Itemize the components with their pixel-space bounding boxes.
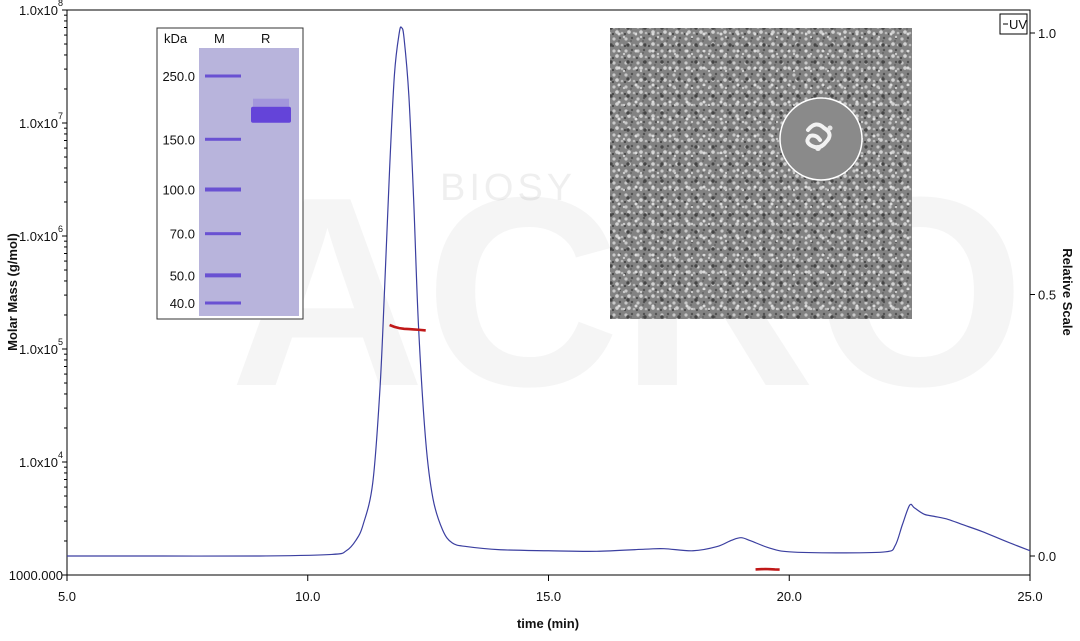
gel-unit-label: kDa xyxy=(164,31,188,46)
gel-lane-area xyxy=(199,48,299,316)
y2-axis-ticks: 0.0 0.5 1.0 xyxy=(1030,26,1056,564)
gel-marker-band-4 xyxy=(205,273,241,278)
gel-marker-band-5 xyxy=(205,301,241,305)
gel-marker-band-3 xyxy=(205,232,241,236)
gel-marker-label-2: 100.0 xyxy=(162,183,195,198)
y-axis-ticks: 1000.000 1.0x104 1.0x105 1.0x106 1.0x107 1.0x… xyxy=(9,0,67,583)
gel-marker-band-2 xyxy=(205,187,241,192)
gel-inset: kDa M R 250.0 150.0 100.0 70.0 50.0 40.0 xyxy=(156,27,304,320)
gel-lane-m-label: M xyxy=(214,31,225,46)
gel-marker-label-4: 50.0 xyxy=(170,268,195,283)
x-axis-title: time (min) xyxy=(517,616,579,631)
x-tick-label-0: 5.0 xyxy=(58,589,76,604)
series-molar-mass-line-1 xyxy=(389,323,426,332)
y-tick-label-1: 1.0x104 xyxy=(19,450,63,470)
x-tick-label-2: 15.0 xyxy=(536,589,561,604)
gel-marker-label-0: 250.0 xyxy=(162,69,195,84)
gel-marker-band-1 xyxy=(205,137,241,141)
gel-marker-label-3: 70.0 xyxy=(170,227,195,242)
gel-sample-band-smear xyxy=(253,98,289,107)
x-tick-label-3: 20.0 xyxy=(777,589,802,604)
y-tick-label-5: 1.0x108 xyxy=(19,0,63,18)
gel-marker-label-1: 150.0 xyxy=(162,132,195,147)
y-tick-label-4: 1.0x107 xyxy=(19,111,63,131)
gel-marker-label-5: 40.0 xyxy=(170,296,195,311)
em-image-inset xyxy=(610,28,912,319)
y-tick-label-3: 1.0x106 xyxy=(19,224,63,244)
gel-lane-r-label: R xyxy=(261,31,270,46)
x-tick-label-1: 10.0 xyxy=(295,589,320,604)
y2-tick-label-1: 0.5 xyxy=(1038,288,1056,303)
y-tick-label-2: 1.0x105 xyxy=(19,337,63,357)
y-tick-label-0: 1000.000 xyxy=(9,568,63,583)
gel-marker-band-0 xyxy=(205,74,241,78)
y2-tick-label-2: 1.0 xyxy=(1038,26,1056,41)
gel-sample-band xyxy=(251,106,291,123)
series-uv-line xyxy=(67,26,1031,557)
y-axis-title: Molar Mass (g/mol) xyxy=(5,233,20,351)
y2-tick-label-0: 0.0 xyxy=(1038,549,1056,564)
y2-axis-title: Relative Scale xyxy=(1060,248,1075,335)
x-axis-ticks: 5.0 10.0 15.0 20.0 25.0 xyxy=(58,575,1043,604)
legend-entry-uv: UV xyxy=(1009,17,1027,32)
legend: UV xyxy=(999,13,1028,35)
watermark-top: BIOSY xyxy=(440,167,576,209)
series-layer xyxy=(67,26,1031,571)
series-molar-mass-line-2 xyxy=(755,567,780,571)
x-tick-label-4: 25.0 xyxy=(1017,589,1042,604)
